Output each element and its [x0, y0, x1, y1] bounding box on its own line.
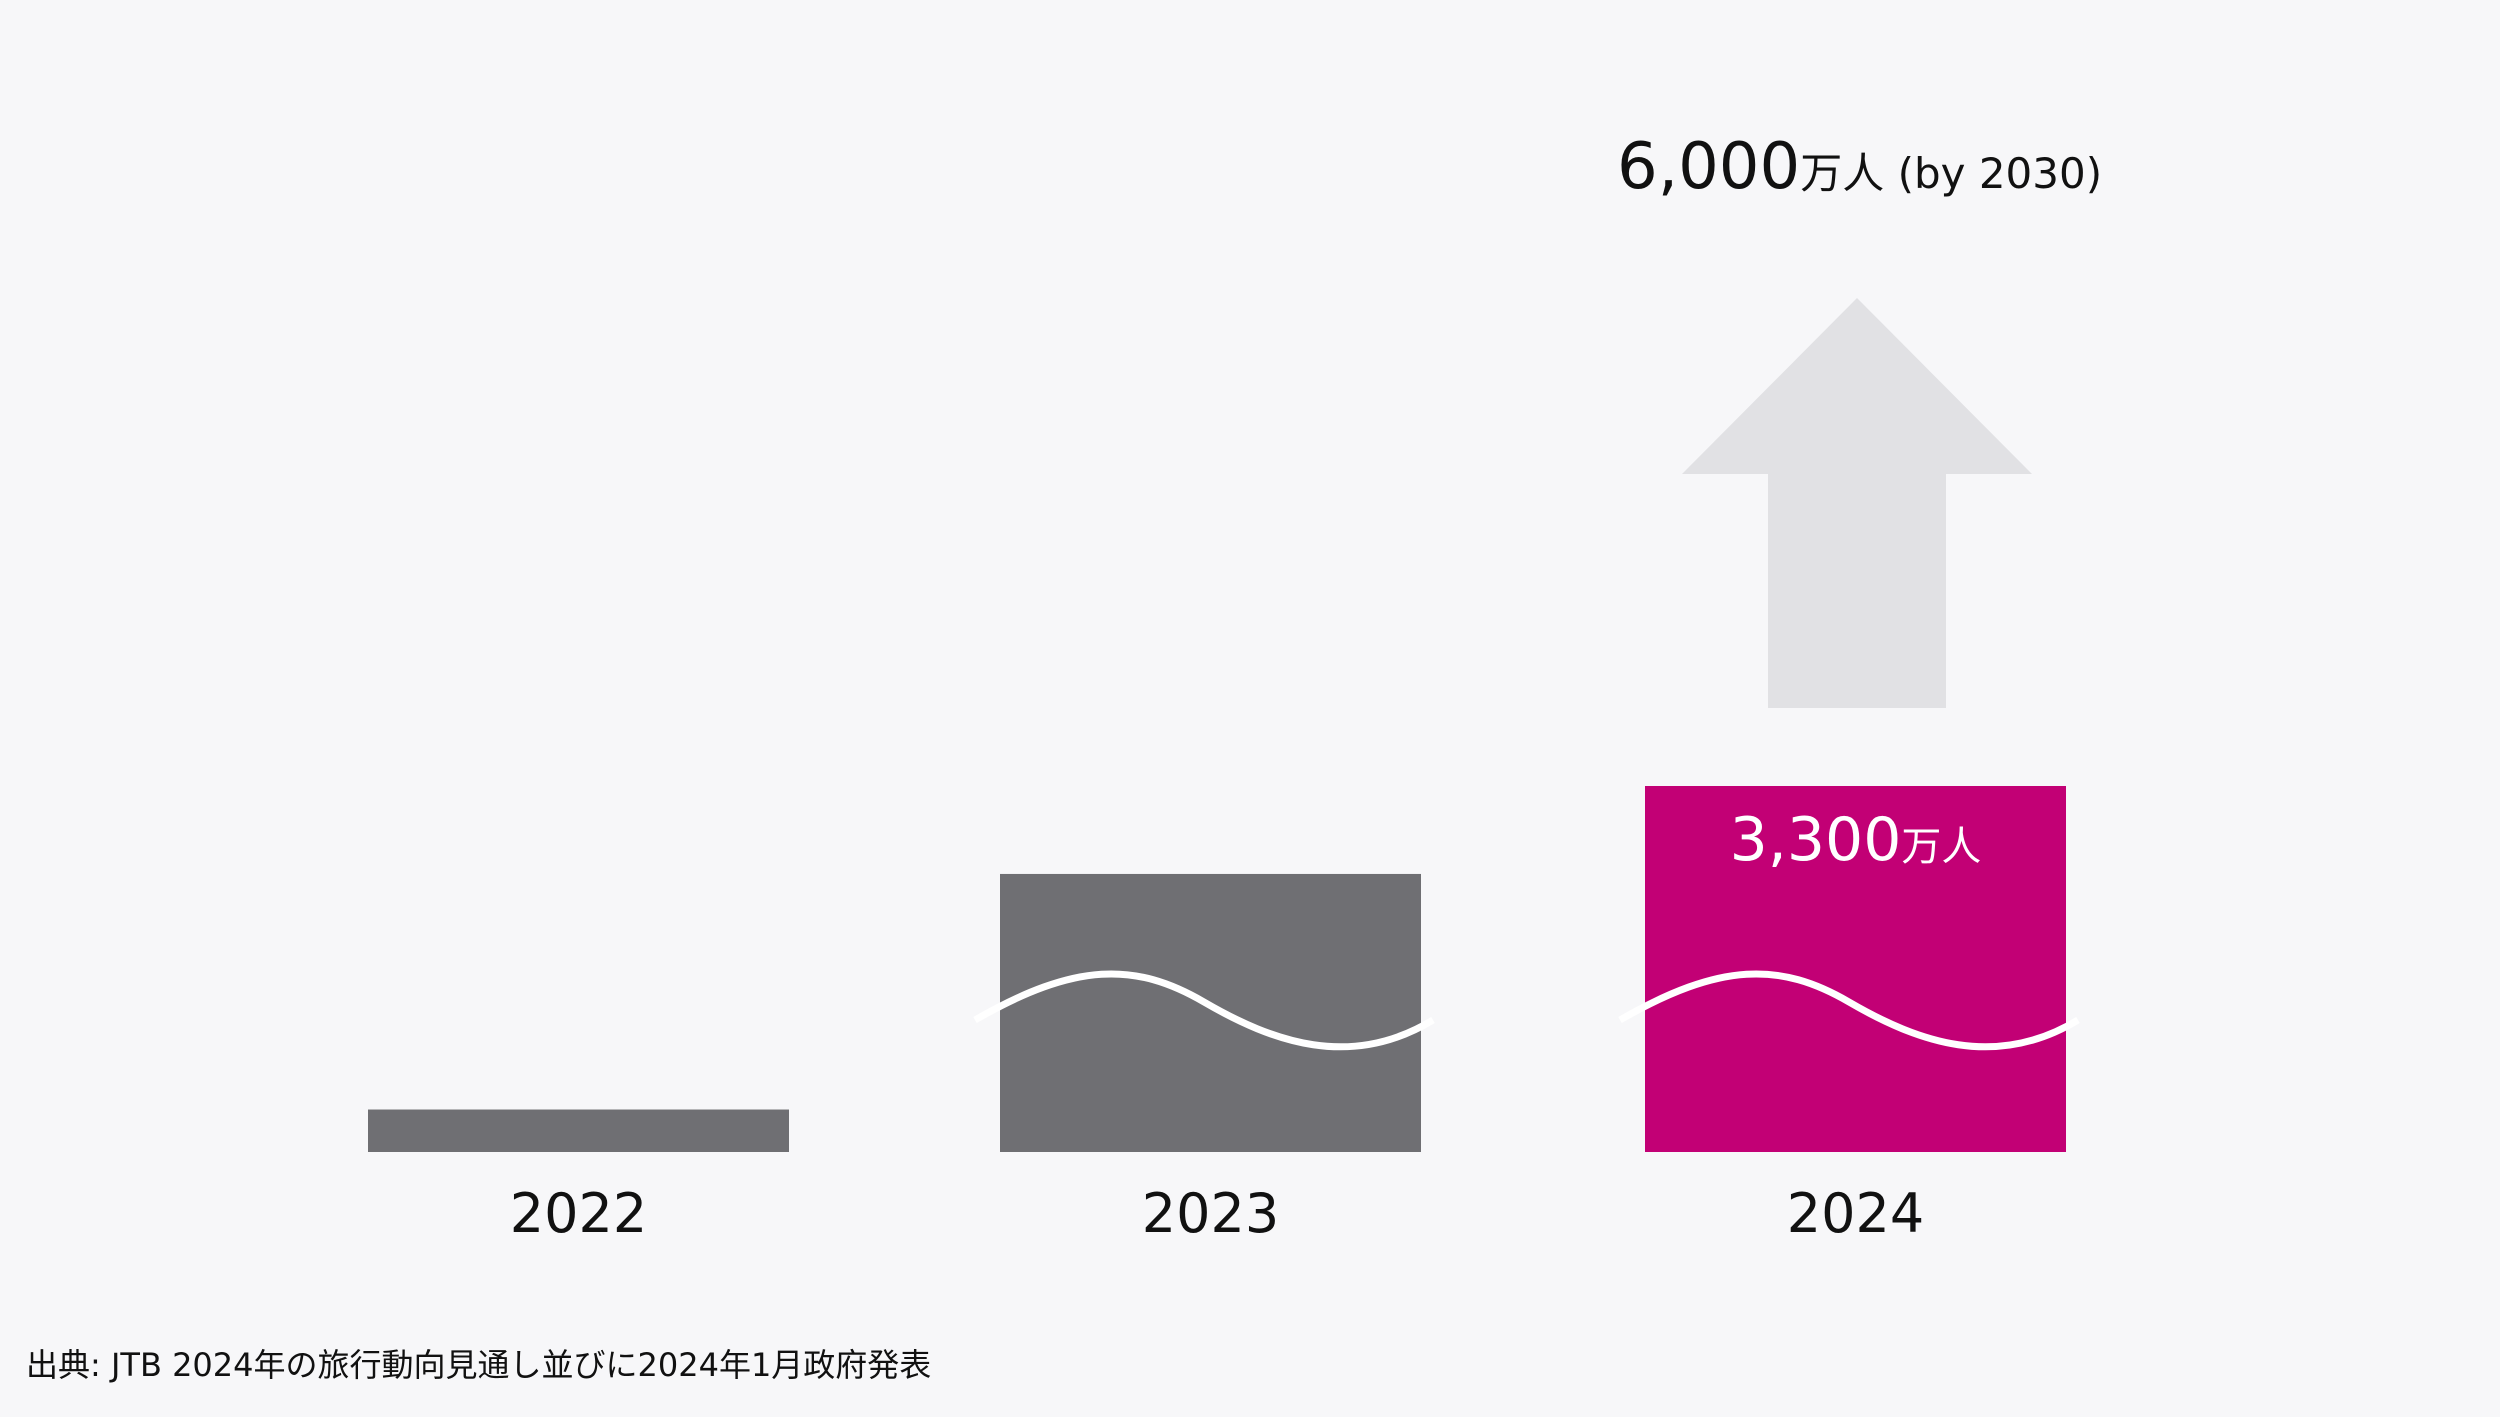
wave-decoration	[973, 970, 1435, 1051]
target-unit: 万人 (by 2030)	[1800, 149, 2103, 198]
target-label: 6,000万人 (by 2030)	[1617, 130, 2102, 204]
tick-label-2024: 2024	[1787, 1182, 1924, 1245]
bar-2024	[1645, 786, 2066, 1152]
tick-label-2022: 2022	[510, 1182, 647, 1245]
tick-label-2023: 2023	[1142, 1182, 1279, 1245]
source-note: 出典: JTB 2024年の旅行動向見通し並びに2024年1月政府発表	[26, 1346, 932, 1384]
growth-arrow	[1682, 298, 2032, 708]
target-number: 6,000	[1617, 130, 1801, 204]
highlight-value-label: 3,300万人	[1730, 805, 1982, 875]
wave-decoration	[1618, 970, 2080, 1051]
bar-2022	[368, 1109, 789, 1152]
bar-2023	[1000, 873, 1421, 1152]
